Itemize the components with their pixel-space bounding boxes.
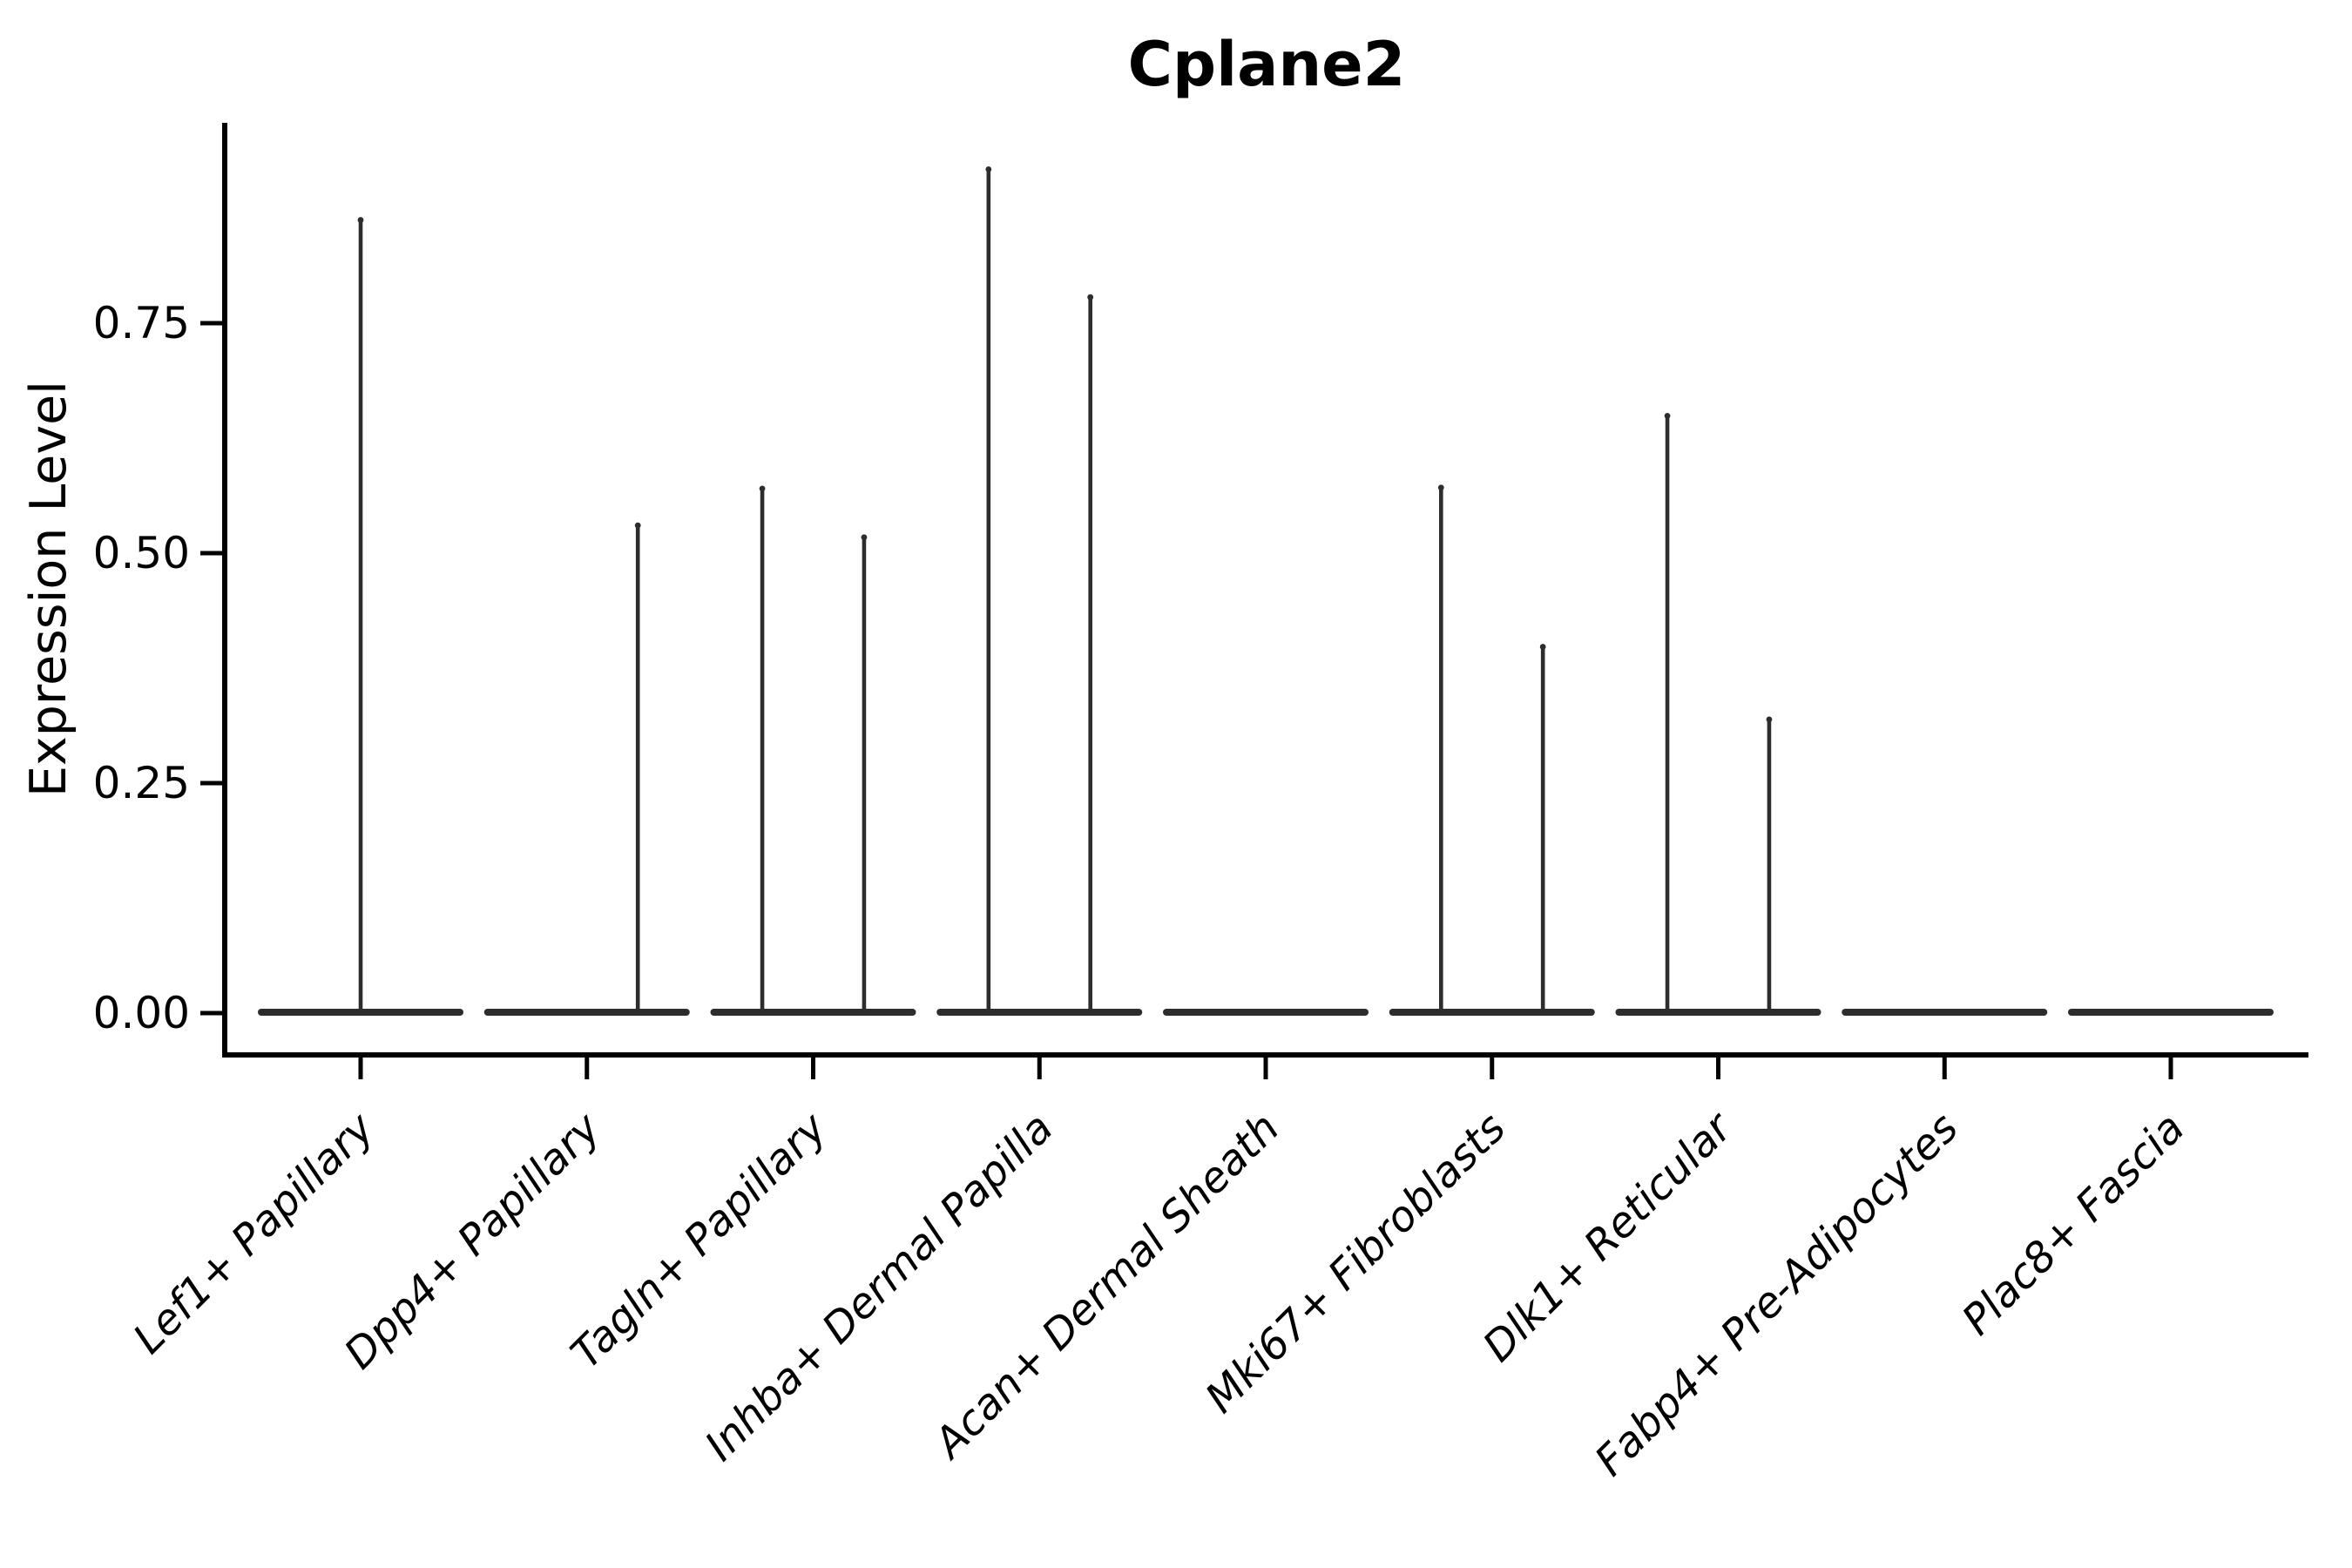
violin-spike-tip xyxy=(1766,716,1773,723)
violin-spike-tip xyxy=(634,522,641,529)
y-axis-title: Expression Level xyxy=(20,381,78,797)
violin-spike-tip xyxy=(1539,644,1546,650)
violin-spike-tip xyxy=(1087,294,1094,301)
category-label: Dlk1+ Reticular xyxy=(1474,1102,1744,1372)
y-tick-label: 0.50 xyxy=(93,528,190,578)
violin-spike-tip xyxy=(759,485,766,492)
y-tick-label: 0.75 xyxy=(93,298,190,348)
violin xyxy=(483,522,690,1016)
violin xyxy=(936,166,1143,1016)
chart-title: Cplane2 xyxy=(1128,29,1406,100)
y-tick-label: 0.25 xyxy=(93,758,190,808)
violin xyxy=(1615,413,1821,1016)
violin-spike-tip xyxy=(985,166,992,172)
category-label: Plac8+ Fascia xyxy=(1953,1104,2194,1345)
category-label: Fabp4+ Pre-Adipocytes xyxy=(1585,1104,1968,1486)
violins xyxy=(258,166,2274,1016)
violin-spike-tip xyxy=(1664,413,1671,419)
category-label: Lef1+ Papillary xyxy=(124,1103,384,1363)
violin xyxy=(1389,484,1595,1016)
y-tick-label: 0.00 xyxy=(93,988,190,1038)
violin xyxy=(710,485,916,1016)
violin xyxy=(258,217,463,1016)
violin-spike-tip xyxy=(1437,484,1444,491)
violin-spike-tip xyxy=(861,534,868,541)
violin-spike-tip xyxy=(357,217,364,223)
